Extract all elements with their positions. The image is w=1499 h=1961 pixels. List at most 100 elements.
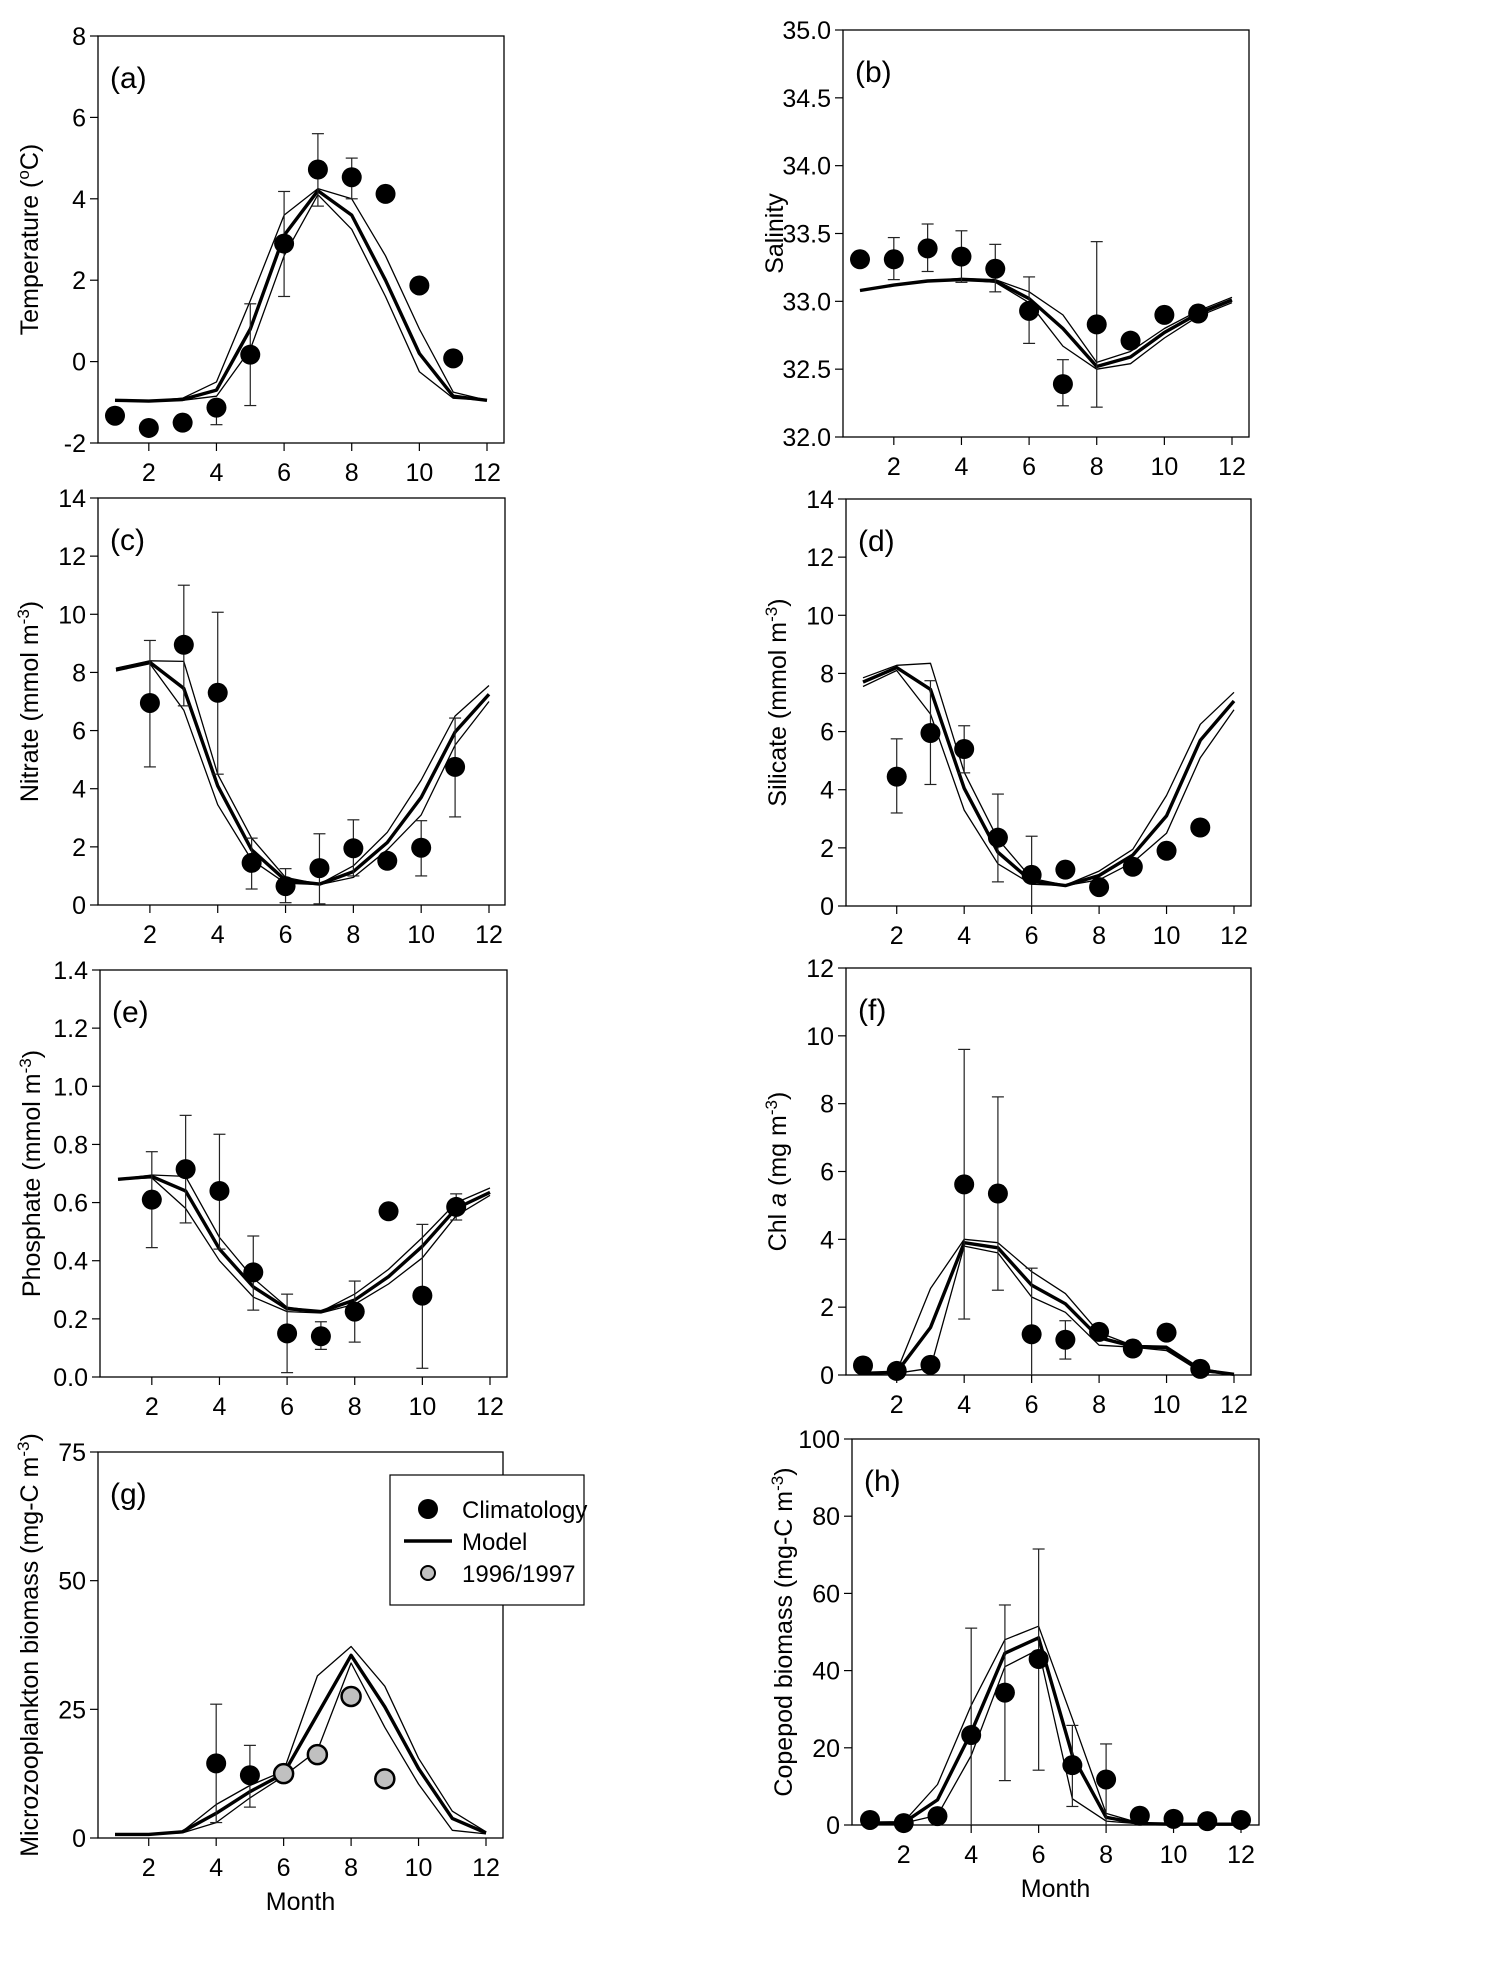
y-tick-label: 20 [812, 1735, 840, 1763]
y-tick-label: 0.6 [53, 1190, 88, 1218]
x-tick-label: 12 [476, 1393, 504, 1421]
y-tick-label: 1.4 [53, 957, 88, 985]
x-tick-label: 2 [897, 1841, 911, 1869]
y-tick-label: 6 [820, 719, 834, 747]
model-line [862, 665, 1236, 888]
x-tick-label: 2 [142, 1854, 156, 1882]
x-tick-label: 4 [213, 1393, 227, 1421]
y-axis-title-part: -3 [16, 1058, 35, 1073]
climatology-point [139, 692, 160, 713]
x-tick-label: 12 [475, 921, 503, 949]
y-tick-label: 10 [806, 602, 834, 630]
y-tick-label: 75 [58, 1439, 86, 1467]
y-tick-label: 32.0 [782, 424, 831, 452]
y-tick-label: 4 [72, 776, 86, 804]
model-line [117, 1174, 491, 1314]
x-tick-label: 12 [473, 459, 501, 487]
x-tick-label: 6 [279, 921, 293, 949]
climatology-point [985, 258, 1006, 279]
climatology-point [206, 397, 227, 418]
x-tick-label: 10 [1153, 922, 1181, 950]
plot-frame [842, 29, 1250, 438]
plot-frame [97, 35, 505, 444]
y-axis-title-part: ) [18, 1050, 46, 1058]
model-line [869, 1636, 1241, 1826]
panel-a: -2 0 2 4 6 8 2 4 6 8 10 12 (a) Temperature (oC) [14, 23, 505, 487]
y-axis-title-part: -3 [762, 1100, 781, 1115]
x-tick-label: 12 [1220, 922, 1248, 950]
panel-d: 0 2 4 6 8 10 12 14 2 4 6 8 10 12 (d) Silicate (mmol m-3… [762, 486, 1252, 950]
climatology-point [1028, 1649, 1049, 1670]
plot-frame [97, 497, 506, 906]
legend-label: Climatology [462, 1497, 587, 1524]
y-tick-label: 1.2 [53, 1015, 88, 1043]
climatology-point [409, 275, 430, 296]
climatology-point [1188, 303, 1209, 324]
y-tick-label: 2 [72, 267, 86, 295]
y-axis-title-part: ) [770, 1467, 798, 1475]
x-tick-label: 4 [211, 921, 225, 949]
climatology-point [277, 1323, 298, 1344]
climatology-point [343, 838, 364, 859]
climatology-point [443, 348, 464, 369]
y-tick-label: 34.0 [782, 153, 831, 181]
climatology-point [241, 852, 262, 873]
climatology-point [883, 249, 904, 270]
y-axis-title-part: (mg m [764, 1115, 792, 1193]
x-tick-label: 4 [957, 922, 971, 950]
model-bound-line [115, 1662, 487, 1836]
x-tick-label: 8 [1090, 453, 1104, 481]
x-axis-title: Month [266, 1888, 335, 1916]
panel-g: 0 25 50 75 2 4 6 8 10 12 (g) Microzooplankton bioma… [14, 1433, 588, 1916]
x-tick-label: 10 [1160, 1841, 1188, 1869]
climatology-point [886, 1360, 907, 1381]
climatology-point [917, 238, 938, 259]
legend: Climatology Model 1996/1997 [389, 1474, 587, 1606]
y-axis-title-part: Silicate (mmol m [764, 622, 792, 807]
x-tick-label: 2 [887, 453, 901, 481]
y-tick-label: 8 [72, 23, 86, 51]
climatology-point [860, 1809, 880, 1830]
y-axis-title-part: Phosphate (mmol m [18, 1073, 46, 1297]
y-axis-title-part: Salinity [761, 193, 789, 274]
climatology-point [1156, 1322, 1177, 1343]
climatology-point [954, 1174, 975, 1195]
climatology-point [206, 1753, 227, 1774]
x-tick-label: 2 [145, 1393, 159, 1421]
climatology-point [243, 1262, 264, 1283]
x-tick-label: 10 [405, 459, 433, 487]
climatology-point [1055, 859, 1076, 880]
y-axis-title-part: ) [16, 1433, 44, 1441]
model-bound-line [859, 278, 1233, 370]
climatology-point [138, 417, 159, 438]
y-tick-label: 6 [72, 104, 86, 132]
model-line [115, 1653, 487, 1837]
y-axis-title: Silicate (mmol m-3) [762, 598, 793, 806]
y-axis-title: Phosphate (mmol m-3) [16, 1050, 47, 1297]
y-tick-label: 8 [72, 659, 86, 687]
y-tick-label: 2 [820, 835, 834, 863]
climatology-point [893, 1813, 914, 1834]
climatology-point [377, 850, 398, 871]
y-tick-label: 35.0 [782, 17, 831, 45]
x-tick-label: 6 [280, 1393, 294, 1421]
climatology-point [1089, 1321, 1110, 1342]
y-tick-label: 32.5 [782, 356, 831, 384]
climatology-point [1231, 1809, 1251, 1830]
climatology-point [1089, 877, 1110, 898]
plot-frame [845, 967, 1252, 1376]
panel-label: (a) [110, 62, 147, 95]
x-tick-label: 2 [143, 921, 157, 949]
y-axis-title: Chl a (mg m-3) [762, 1092, 793, 1252]
climatology-point [1120, 330, 1141, 351]
model-bound-line [117, 1177, 491, 1314]
climatology-point [1086, 314, 1107, 335]
y-tick-label: 4 [820, 777, 834, 805]
model-bound-line [862, 669, 1235, 887]
plot-frame [97, 1451, 504, 1839]
climatology-point [172, 412, 193, 433]
climatology-point [850, 249, 870, 270]
model-bound-line [862, 662, 1235, 886]
panel-label: (g) [110, 1478, 147, 1511]
x-tick-label: 4 [210, 459, 224, 487]
